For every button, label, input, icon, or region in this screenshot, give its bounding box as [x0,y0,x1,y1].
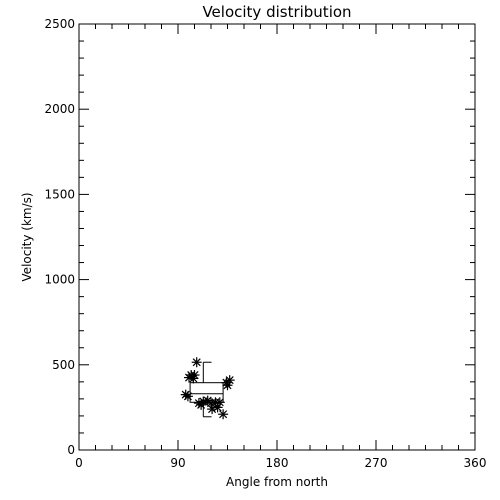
data-point [218,409,229,420]
asterisk-stroke [189,374,198,383]
asterisk-stroke [197,400,206,409]
data-points [180,357,235,420]
y-tick-label: 2500 [44,17,75,31]
data-point [182,391,193,402]
asterisk-stroke [219,410,228,419]
x-axis-title: Angle from north [226,475,328,489]
y-axis-title: Velocity (km/s) [20,192,34,281]
plot-frame [78,23,476,451]
x-tick-label: 90 [170,456,185,470]
y-tick-label: 1000 [44,273,75,287]
data-point [191,357,202,368]
axis-ticks: 0 90 180 270 360 0 500 1000 1500 2000 2500 [44,17,486,470]
x-tick-label: 0 [75,456,83,470]
data-point [196,399,207,410]
asterisk-stroke [183,392,192,401]
asterisk-stroke [208,405,217,414]
x-tick-label: 360 [464,456,487,470]
y-tick-label: 1500 [44,187,75,201]
data-point [222,380,233,391]
y-tick-label: 2000 [44,102,75,116]
asterisk-stroke [213,403,222,412]
asterisk-stroke [192,358,201,367]
asterisk-stroke [184,373,194,382]
y-tick-label: 0 [67,443,75,457]
chart-title: Velocity distribution [202,3,351,21]
x-tick-label: 270 [365,456,388,470]
data-point [188,373,199,384]
x-tick-label: 180 [266,456,289,470]
y-tick-label: 500 [52,358,75,372]
data-point [206,398,216,409]
asterisk-stroke [223,381,232,390]
data-point [207,404,218,415]
